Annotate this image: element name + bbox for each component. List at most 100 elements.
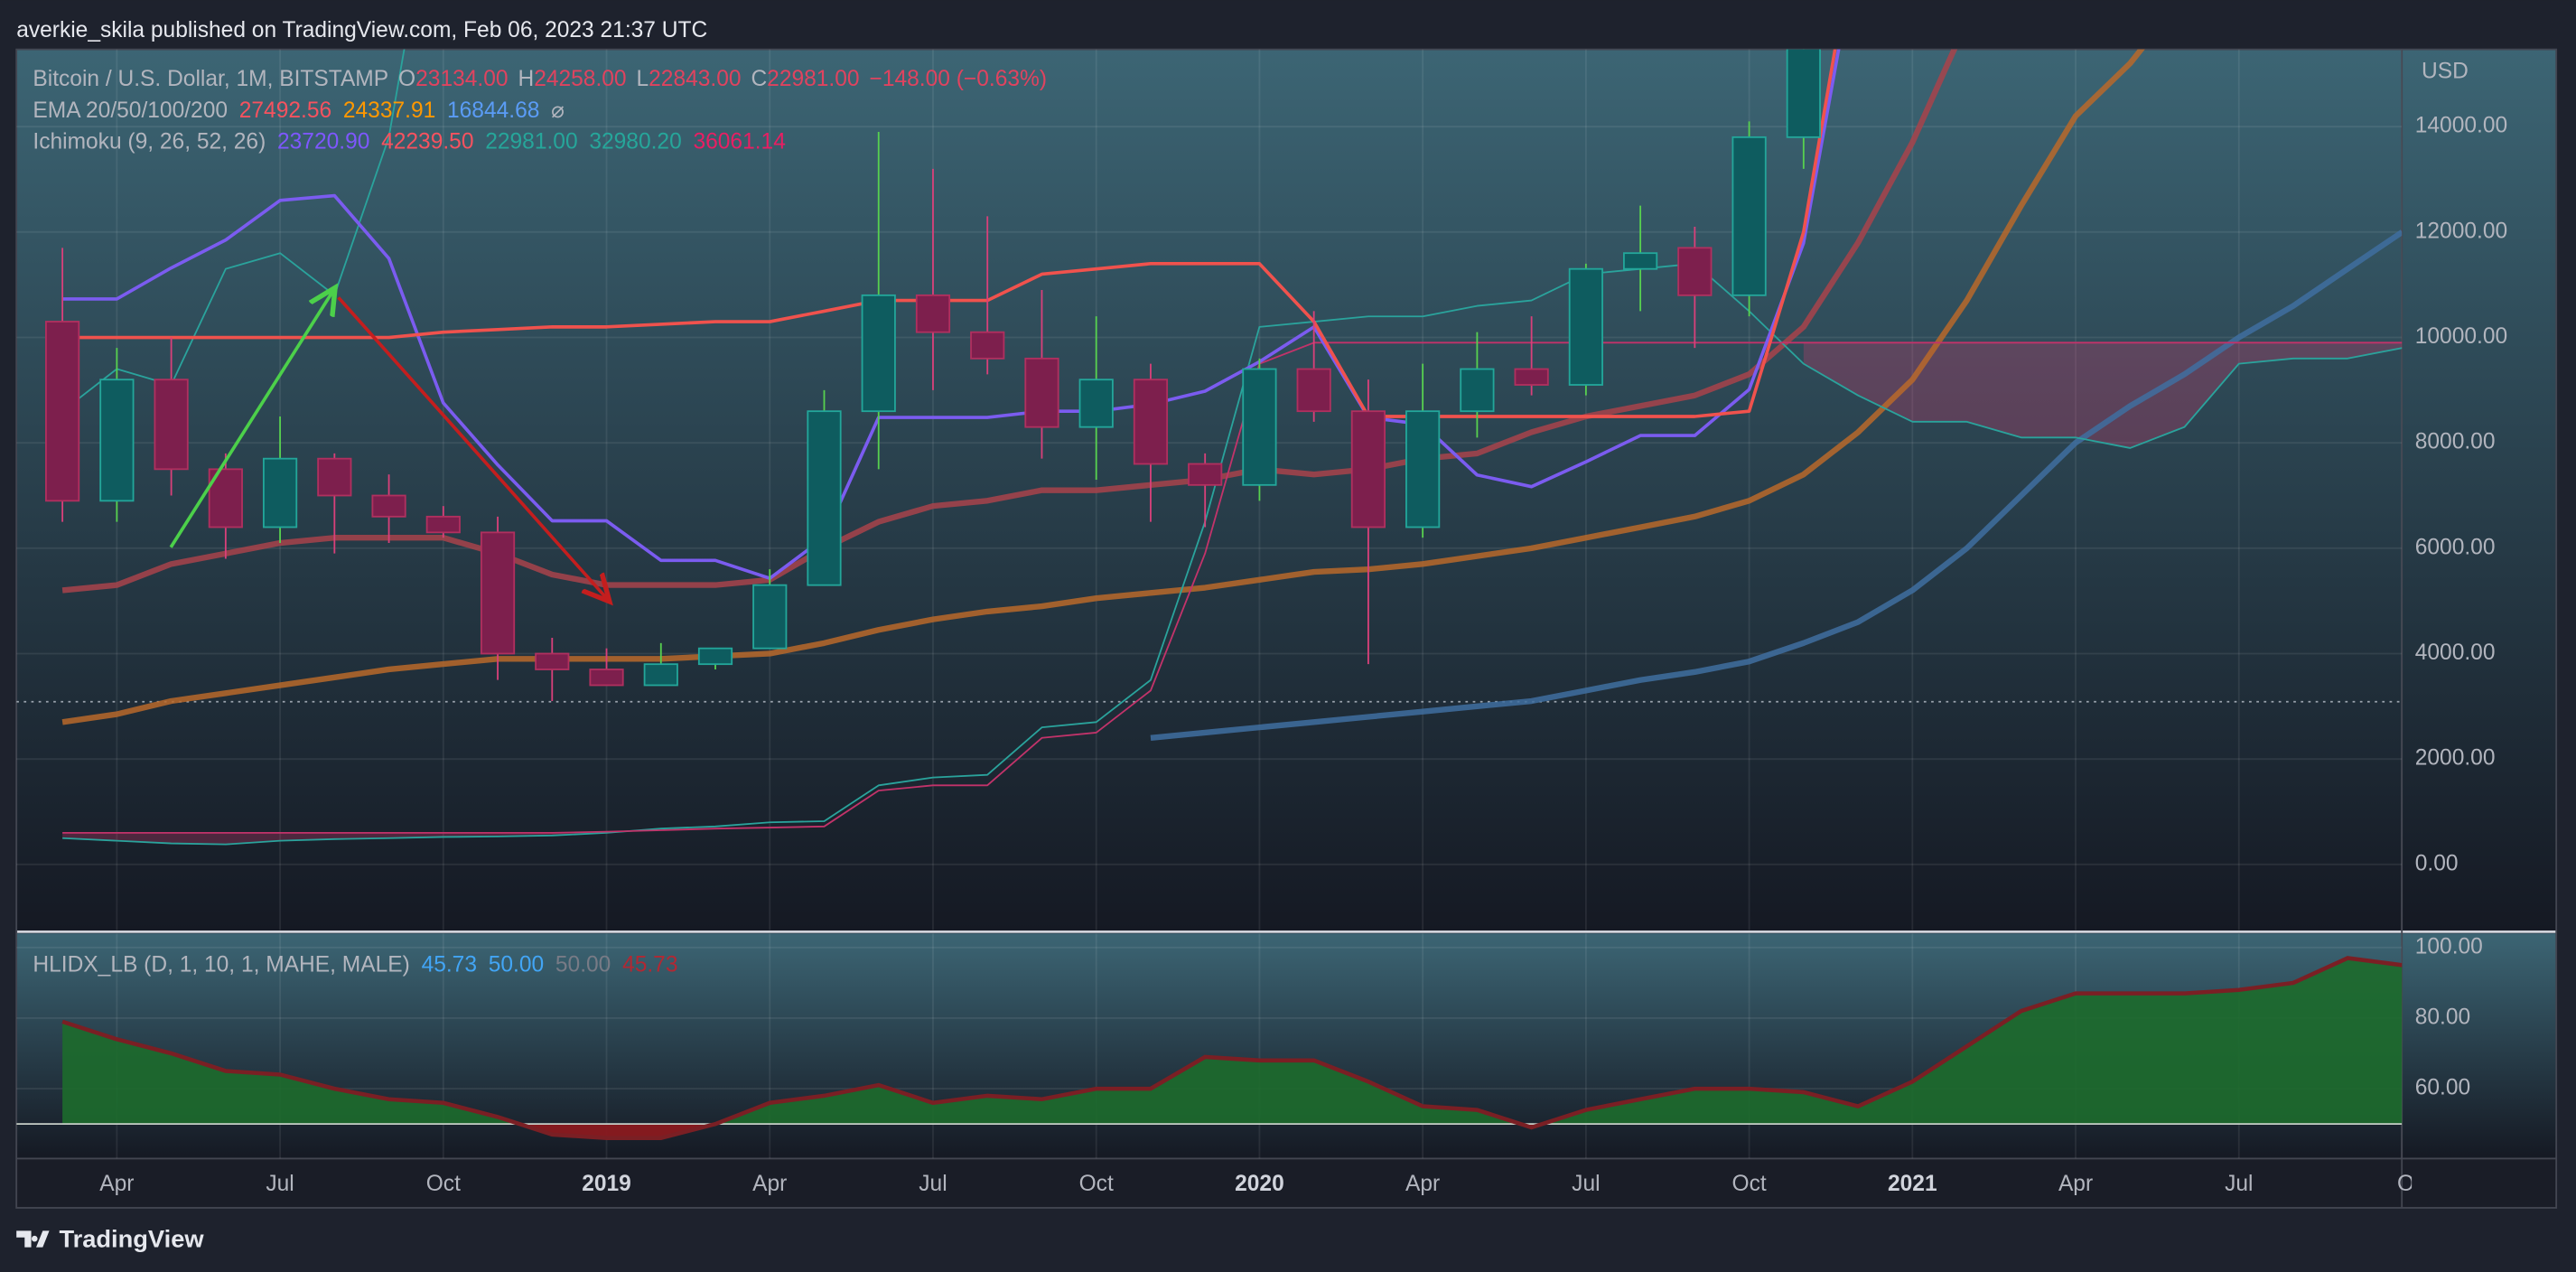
price-pane [16,49,2557,931]
x-tick-label: Apr [99,1172,134,1196]
indicator-name: Ichimoku (9, 26, 52, 26) [33,130,266,154]
y-tick-label: 80.00 [2415,1005,2470,1029]
candle-body [45,321,80,502]
x-tick-label: 2019 [582,1172,631,1196]
candle-body [697,647,733,666]
candle-body [1731,136,1767,296]
candle-body [1405,410,1441,528]
indicator-value: 50.00 [489,953,544,977]
candle-body [1296,368,1331,413]
y-tick-label: 12000.00 [2415,219,2507,243]
candle-body [262,457,298,528]
x-tick-label: Jul [266,1172,294,1196]
indicator-value: 27492.56 [239,98,331,123]
symbol-title: Bitcoin / U.S. Dollar, 1M, BITSTAMP [33,68,388,92]
x-tick-label: Apr [752,1172,787,1196]
area-above [62,958,2403,1125]
x-tick-label: Jul [2225,1172,2253,1196]
x-tick-label: Oct [1732,1172,1767,1196]
y-tick-label: 6000.00 [2415,535,2496,559]
indicator-line [62,49,1841,580]
ohlc-key: C [751,68,767,92]
brand-name: TradingView [59,1225,204,1253]
area-fill [62,958,2403,1125]
indicator-line [62,341,2403,834]
indicator-value: 22981.00 [485,130,577,154]
indicator-value: 42239.50 [381,130,473,154]
ohlc-value: 22843.00 [649,68,741,92]
indicator-value: 16844.68 [447,98,539,123]
candle-body [1677,247,1713,296]
axes: 0.00 2000.00 4000.00 6000.00 8000.00 10000.00… [99,114,2507,1196]
legend-row: EMA 20/50/100/200 27492.56 24337.91 16844.6… [33,98,565,123]
indicator-line [61,49,1958,594]
candle-body [535,652,570,670]
y-tick-label: 100.00 [2415,934,2483,959]
ohlc-key: L [636,68,649,92]
ichimoku-cloud [62,831,607,845]
candle-body [1623,252,1658,270]
candle-body [1568,267,1603,386]
legend-row: Bitcoin / U.S. Dollar, 1M, BITSTAMP O2313… [33,68,1047,92]
candle-body [752,584,788,650]
indicator-line [1150,229,2403,741]
indicator-line [61,49,2145,725]
x-tick-label: Apr [1405,1172,1440,1196]
candle-body [970,331,1005,360]
y-tick-label: 4000.00 [2415,641,2496,665]
legend-row: HLIDX_LB (D, 1, 10, 1, MAHE, MALE) 45.73 5… [33,953,677,977]
candle-body [480,531,516,655]
ohlc-value: 23134.00 [415,68,508,92]
indicator-value: 32980.20 [589,130,681,154]
x-tick-label: Oct [426,1172,461,1196]
candle-body [1078,379,1114,428]
candle-body [1350,410,1386,528]
x-tick-label: 2021 [1888,1172,1937,1196]
indicator-plot [16,956,2403,1140]
indicator-value: 50.00 [555,953,611,977]
y-tick-label: 0.00 [2415,851,2459,875]
candle-body [1188,463,1223,486]
candle-body [589,669,624,687]
candle-body [643,663,678,687]
change: −148.00 (−0.63%) [869,68,1047,92]
candle-body [99,379,135,502]
candle-body [1242,368,1277,486]
indicator-value: 45.73 [422,953,477,977]
indicator-line [61,956,2403,1140]
price-plot [45,49,2403,846]
candle-body [1460,368,1495,413]
x-tick-label: Oct [1079,1172,1114,1196]
brand-logo [16,1230,50,1248]
x-tick-label: Jul [919,1172,947,1196]
indicator-line [61,49,406,412]
x-tick-label: 2020 [1235,1172,1284,1196]
candle-body [317,457,352,497]
indicator-name: EMA 20/50/100/200 [33,98,228,123]
legend-row: Ichimoku (9, 26, 52, 26) 23720.90 42239.50… [33,130,785,154]
indicator-value: ⌀ [551,98,565,123]
x-tick-label: Apr [2058,1172,2093,1196]
candle-body [154,379,189,471]
indicator-value: 24337.91 [343,98,435,123]
candle-body [425,515,461,534]
indicator-value: 23720.90 [277,130,369,154]
legend: Bitcoin / U.S. Dollar, 1M, BITSTAMP O2313… [33,68,1047,977]
currency-label: USD [2422,60,2469,84]
candle-body [1133,379,1169,465]
ohlc-value: 24258.00 [534,68,626,92]
y-tick-label: 60.00 [2415,1076,2470,1100]
indicator-value: 45.73 [622,953,677,977]
candle-body [1514,368,1549,386]
x-tick-label: Jul [1572,1172,1600,1196]
ohlc-key: O [398,68,415,92]
x-tick-label: Oct [2397,1172,2431,1196]
candle-body [1786,49,1821,138]
y-tick-label: 14000.00 [2415,114,2507,138]
indicator-value: 36061.14 [693,130,785,154]
ohlc-key: H [518,68,534,92]
indicator-name: HLIDX_LB (D, 1, 10, 1, MAHE, MALE) [33,953,409,977]
candle-body [371,494,406,518]
